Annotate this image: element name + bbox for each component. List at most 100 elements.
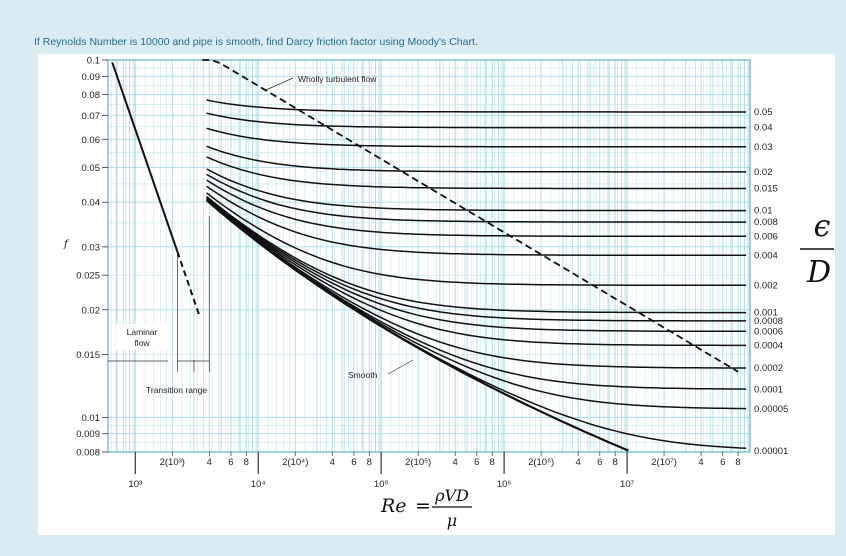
roughness-curve bbox=[206, 99, 747, 113]
x-minor-tick-label: 4 bbox=[698, 457, 703, 468]
roughness-curve bbox=[206, 127, 747, 148]
x-minor-tick-label: 4 bbox=[575, 457, 580, 468]
roughness-label: 0.0002 bbox=[754, 363, 783, 374]
x-minor-tick-label: 6 bbox=[474, 457, 479, 468]
roughness-curve bbox=[206, 156, 747, 190]
annotation-wholly-turbulent: Wholly turbulent flow bbox=[298, 74, 377, 84]
y-tick-label: 0.03 bbox=[82, 242, 101, 253]
x-major-tick-label: 10⁷ bbox=[620, 479, 635, 490]
right-label-epsilon: ϵ bbox=[814, 209, 831, 244]
x-label-re: Re bbox=[380, 495, 407, 517]
annotation-laminar-line1: Laminar bbox=[127, 327, 158, 337]
x-minor-tick-label: 2(10⁶) bbox=[528, 457, 554, 468]
y-tick-label: 0.06 bbox=[82, 135, 101, 146]
roughness-label: 0.002 bbox=[754, 280, 778, 291]
roughness-label: 0.006 bbox=[754, 231, 778, 242]
x-major-tick-label: 10⁴ bbox=[251, 479, 266, 490]
tick-labels: 0.1 0.09 0.08 0.07 0.06 0.05 0.04 0.03 0.025 0.02… bbox=[76, 56, 788, 491]
right-label-d: D bbox=[806, 255, 831, 290]
roughness-curve bbox=[206, 173, 747, 223]
roughness-label: 0.05 bbox=[754, 107, 773, 118]
roughness-curve bbox=[206, 198, 747, 369]
y-tick-label: 0.015 bbox=[76, 350, 100, 361]
x-label-equals: = bbox=[415, 495, 431, 517]
roughness-curve bbox=[206, 196, 747, 322]
roughness-label: 0.04 bbox=[754, 123, 773, 134]
annotation-laminar-line2: flow bbox=[134, 338, 150, 348]
x-minor-tick-label: 4 bbox=[453, 457, 458, 468]
y-tick-label: 0.01 bbox=[82, 413, 101, 424]
y-tick-label: 0.05 bbox=[82, 163, 101, 174]
y-tick-label: 0.09 bbox=[82, 72, 101, 83]
x-minor-tick-label: 8 bbox=[612, 457, 617, 468]
roughness-label: 0.01 bbox=[754, 206, 773, 217]
roughness-label: 0.0006 bbox=[754, 326, 783, 337]
roughness-label: 0.0001 bbox=[754, 384, 783, 395]
y-tick-label: 0.08 bbox=[82, 90, 101, 101]
chart-panel: 0.1 0.09 0.08 0.07 0.06 0.05 0.04 0.03 0.025 0.02… bbox=[38, 54, 835, 535]
x-minor-tick-label: 6 bbox=[720, 457, 725, 468]
question-text: If Reynolds Number is 10000 and pipe is … bbox=[34, 36, 478, 48]
roughness-curve bbox=[206, 192, 747, 287]
moody-chart: 0.1 0.09 0.08 0.07 0.06 0.05 0.04 0.03 0.025 0.02… bbox=[63, 56, 834, 530]
roughness-label: 0.03 bbox=[754, 142, 773, 153]
annotation-transition: Transition range bbox=[146, 385, 207, 395]
roughness-curve bbox=[206, 199, 747, 449]
smooth-curve bbox=[205, 199, 629, 452]
x-minor-tick-label: 4 bbox=[207, 457, 212, 468]
x-minor-tick-label: 8 bbox=[490, 457, 495, 468]
plot-frame bbox=[107, 59, 751, 453]
y-tick-label: 0.008 bbox=[76, 448, 100, 459]
y-tick-label: 0.04 bbox=[82, 198, 101, 209]
roughness-curve bbox=[206, 199, 747, 390]
roughness-curve bbox=[206, 145, 747, 173]
x-minor-tick-label: 2(10⁴) bbox=[282, 457, 308, 468]
y-tick-label: 0.07 bbox=[82, 111, 101, 122]
y-tick-label: 0.1 bbox=[87, 56, 100, 67]
roughness-curve bbox=[206, 112, 747, 129]
roughness-curve bbox=[206, 195, 747, 314]
y-axis-label: f bbox=[63, 239, 70, 250]
x-minor-tick-label: 8 bbox=[367, 457, 372, 468]
roughness-label: 0.0004 bbox=[754, 340, 783, 351]
x-minor-tick-label: 4 bbox=[330, 457, 335, 468]
x-major-tick-label: 10⁶ bbox=[497, 479, 512, 490]
roughness-curve bbox=[206, 197, 747, 333]
x-label-denominator: μ bbox=[447, 511, 457, 530]
roughness-label: 0.02 bbox=[754, 167, 773, 178]
annotation-smooth-leader bbox=[387, 359, 414, 375]
y-tick-label: 0.025 bbox=[76, 271, 100, 282]
roughness-label: 0.015 bbox=[754, 184, 778, 195]
roughness-label: 0.0008 bbox=[754, 316, 783, 327]
friction-curves bbox=[111, 59, 747, 452]
roughness-label: 0.008 bbox=[754, 217, 778, 228]
x-major-tick-label: 10³ bbox=[128, 479, 142, 490]
x-minor-tick-label: 8 bbox=[735, 457, 740, 468]
roughness-label: 0.001 bbox=[754, 308, 778, 319]
roughness-curve bbox=[206, 185, 747, 257]
x-minor-tick-label: 8 bbox=[244, 457, 249, 468]
x-major-tick-label: 10⁵ bbox=[374, 479, 389, 490]
y-tick-label: 0.02 bbox=[82, 305, 101, 316]
x-minor-tick-label: 2(10⁵) bbox=[405, 457, 431, 468]
laminar-curve bbox=[111, 62, 179, 252]
roughness-curve bbox=[206, 179, 747, 238]
x-label-numerator: ρVD bbox=[434, 486, 469, 505]
x-minor-tick-label: 2(10³) bbox=[160, 457, 185, 468]
roughness-label: 0.00005 bbox=[754, 404, 788, 415]
annotation-laminar-bg bbox=[116, 324, 168, 350]
roughness-label: 0.00001 bbox=[754, 446, 788, 457]
roughness-curve bbox=[206, 198, 747, 347]
x-minor-tick-label: 6 bbox=[228, 457, 233, 468]
chart-grid bbox=[108, 59, 750, 453]
annotation-smooth: Smooth bbox=[348, 370, 378, 380]
laminar-extension bbox=[176, 251, 200, 315]
roughness-curve bbox=[206, 168, 747, 212]
y-tick-label: 0.009 bbox=[76, 429, 100, 440]
wholly-turbulent-boundary bbox=[202, 59, 739, 373]
annotation-leader bbox=[265, 77, 294, 91]
roughness-label: 0.004 bbox=[754, 250, 778, 261]
x-minor-tick-label: 2(10⁷) bbox=[651, 457, 677, 468]
x-minor-tick-label: 6 bbox=[597, 457, 602, 468]
